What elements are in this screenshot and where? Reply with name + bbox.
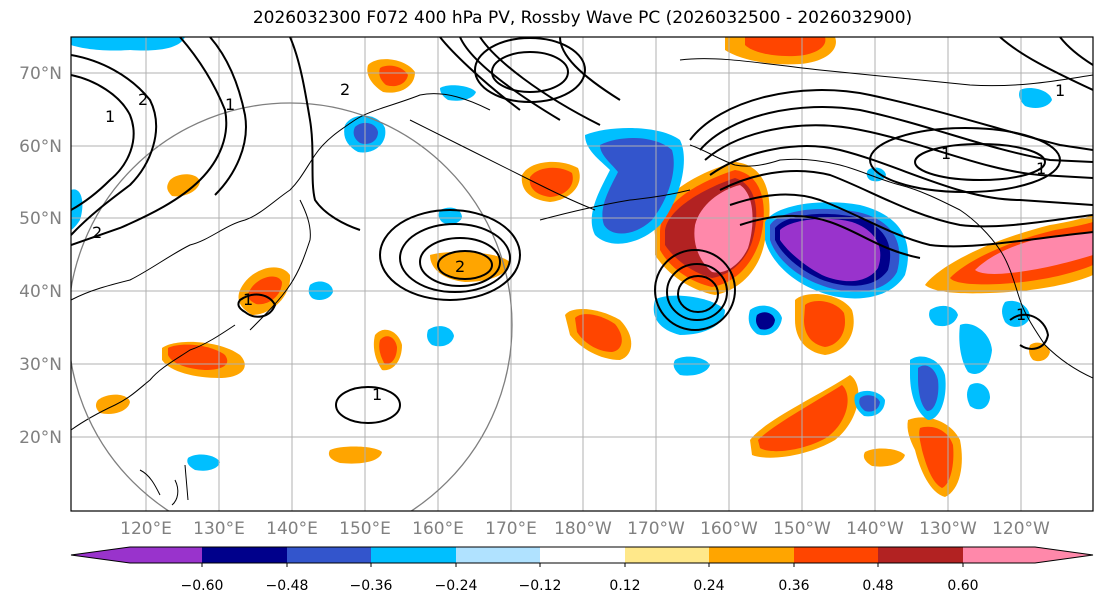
colorbar-outline — [70, 546, 1094, 564]
lat-label: 40°N — [19, 282, 62, 302]
lon-label: 130°W — [919, 519, 977, 539]
colorbar-segment — [794, 547, 878, 563]
colorbar-tick-label: −0.60 — [181, 578, 224, 594]
contour-label: 1 — [1055, 81, 1065, 100]
lat-label: 70°N — [19, 64, 62, 84]
colorbar-segment — [709, 547, 794, 563]
colorbar-segment — [540, 547, 625, 563]
colorbar-segment — [202, 547, 287, 563]
lat-label: 20°N — [19, 428, 62, 448]
contour-label: 1 — [941, 144, 951, 163]
lon-label: 180°W — [554, 519, 612, 539]
contour-label: 2 — [92, 223, 102, 242]
contour-label: 1 — [105, 107, 115, 126]
contour-label: 1 — [1036, 159, 1046, 178]
lon-label: 140°E — [266, 519, 318, 539]
colorbar-under-extension — [71, 547, 130, 563]
contour-label: 1 — [1016, 305, 1026, 324]
lon-label: 140°W — [846, 519, 904, 539]
colorbar-tick-label: 0.24 — [693, 578, 724, 594]
reference-circle — [71, 102, 513, 511]
colorbar-tick-label: −0.36 — [350, 578, 393, 594]
colorbar-tick-label: 0.48 — [862, 578, 893, 594]
colorbar-tick-labels: −0.60 −0.48 −0.36 −0.24 −0.12 0.12 0.24 … — [181, 578, 979, 594]
colorbar-segment — [371, 547, 456, 563]
lat-label: 30°N — [19, 355, 62, 375]
colorbar-over-extension — [1035, 547, 1093, 563]
colorbar-segment — [456, 547, 540, 563]
lon-label: 160°W — [700, 519, 758, 539]
pv-contours — [71, 37, 1093, 424]
contour-label: 2 — [138, 90, 148, 109]
colorbar — [70, 546, 1094, 567]
latitude-labels: 70°N 60°N 50°N 40°N 30°N 20°N — [19, 64, 62, 448]
lon-label: 150°E — [339, 519, 391, 539]
contour-label: 2 — [340, 80, 350, 99]
longitude-labels: 120°E 130°E 140°E 150°E 160°E 170°E 180°… — [120, 519, 1050, 539]
lon-label: 120°E — [120, 519, 172, 539]
lat-label: 50°N — [19, 209, 62, 229]
colorbar-tick-label: 0.36 — [778, 578, 809, 594]
colorbar-tick-label: 0.12 — [609, 578, 640, 594]
graticule — [71, 37, 1093, 511]
map-title: 2026032300 F072 400 hPa PV, Rossby Wave … — [252, 8, 913, 28]
colorbar-segment — [130, 547, 202, 563]
coastlines — [71, 58, 1093, 506]
colorbar-segment — [878, 547, 963, 563]
lon-label: 160°E — [412, 519, 464, 539]
lon-label: 150°W — [773, 519, 831, 539]
lon-label: 120°W — [992, 519, 1050, 539]
colorbar-segment — [625, 547, 709, 563]
colorbar-segment — [963, 547, 1035, 563]
map-border — [70, 36, 1094, 512]
lat-label: 60°N — [19, 137, 62, 157]
colorbar-segment — [287, 547, 371, 563]
lon-label: 170°E — [485, 519, 537, 539]
contour-label: 2 — [455, 257, 465, 276]
colorbar-tick-label: 0.60 — [947, 578, 978, 594]
contour-label: 1 — [372, 385, 382, 404]
lon-label: 170°W — [627, 519, 685, 539]
contour-label: 1 — [225, 95, 235, 114]
contour-label-group: 2 1 2 1 1 1 1 2 2 1 1 1 — [92, 80, 1065, 404]
colorbar-tick-label: −0.24 — [435, 578, 478, 594]
lon-label: 130°E — [193, 519, 245, 539]
contour-label: 1 — [243, 290, 253, 309]
colorbar-tick-label: −0.48 — [266, 578, 309, 594]
colorbar-tick-label: −0.12 — [519, 578, 562, 594]
